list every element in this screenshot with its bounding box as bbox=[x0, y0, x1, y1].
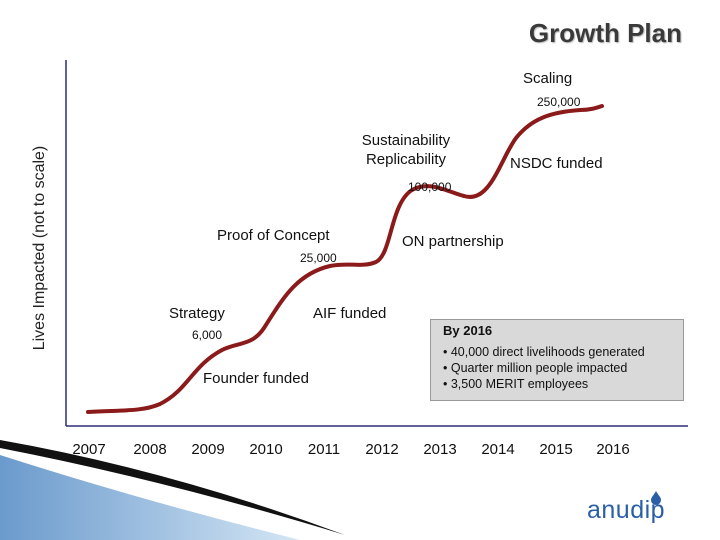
by-2016-callout: By 2016 • 40,000 direct livelihoods gene… bbox=[430, 319, 684, 401]
event-label-aif-funded: AIF funded bbox=[313, 305, 387, 322]
value-label-100000: 100,000 bbox=[408, 180, 452, 194]
x-tick-label: 2007 bbox=[72, 441, 106, 458]
callout-heading: By 2016 bbox=[443, 323, 493, 338]
x-tick-label: 2014 bbox=[481, 441, 515, 458]
x-tick-label: 2012 bbox=[365, 441, 399, 458]
chart-title: Growth Plan bbox=[528, 18, 682, 48]
y-axis-label: Lives Impacted (not to scale) bbox=[31, 145, 48, 351]
event-label-founder-funded: Founder funded bbox=[203, 370, 309, 387]
growth-line bbox=[86, 104, 604, 414]
callout-item: • 3,500 MERIT employees bbox=[443, 377, 589, 391]
event-label-on-partnership: ON partnership bbox=[402, 233, 504, 250]
swoosh-light bbox=[0, 455, 300, 540]
stage-label-sustainability: Sustainability bbox=[361, 132, 451, 149]
value-label-6000: 6,000 bbox=[192, 328, 223, 342]
value-label-250000: 250,000 bbox=[537, 95, 581, 109]
stage-label-proof-of-concept: Proof of Concept bbox=[217, 227, 330, 244]
stage-label-replicability: Replicability bbox=[365, 151, 447, 168]
swoosh-dark bbox=[0, 440, 345, 535]
x-tick-label: 2011 bbox=[307, 441, 341, 458]
drop-icon bbox=[651, 491, 661, 505]
x-tick-label: 2016 bbox=[596, 441, 630, 458]
x-tick-label: 2013 bbox=[423, 441, 457, 458]
callout-item: • 40,000 direct livelihoods generated bbox=[443, 345, 645, 359]
event-label-nsdc-funded: NSDC funded bbox=[510, 155, 603, 172]
x-tick-label: 2009 bbox=[191, 441, 225, 458]
stage-label-scaling: Scaling bbox=[523, 70, 573, 87]
value-label-25000: 25,000 bbox=[300, 251, 337, 265]
stage-label-strategy: Strategy bbox=[169, 305, 225, 322]
x-tick-label: 2010 bbox=[249, 441, 283, 458]
callout-item: • Quarter million people impacted bbox=[443, 361, 628, 375]
x-tick-label: 2015 bbox=[539, 441, 573, 458]
x-tick-label: 2008 bbox=[133, 441, 167, 458]
